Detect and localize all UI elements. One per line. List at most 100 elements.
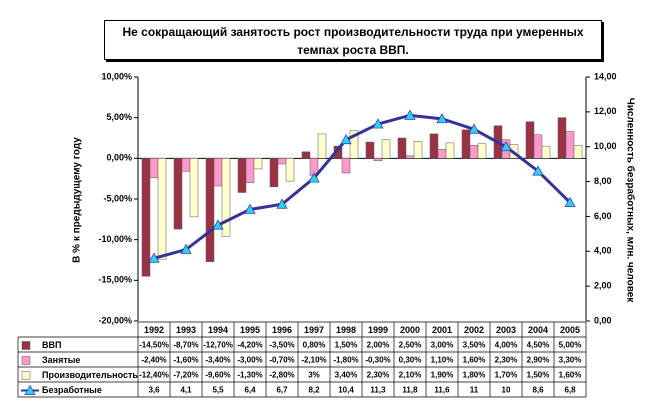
x-tick-label: 1998 [336,325,356,335]
table-value: 10,4 [338,386,354,395]
y-tick-label: -15,00% [98,275,132,285]
legend-swatch [21,341,31,350]
table-value: 1,10% [431,356,454,365]
table-value: -8,70% [173,341,198,350]
y2-tick-label: 0,00 [594,315,612,325]
marker [404,109,416,120]
bar [149,158,159,179]
legend-label: Занятые [42,355,80,365]
x-tick-label: 1995 [240,325,260,335]
table-value: 10 [502,386,511,395]
table-value: -12,40% [139,371,169,380]
table-value: 5,5 [212,386,224,395]
bar [373,158,383,162]
table-value: -2,40% [141,356,166,365]
line-series [153,113,572,260]
bar [565,131,575,159]
y2-tick-label: 6,00 [594,211,612,221]
bar [405,155,415,159]
bar [541,145,551,159]
x-tick-label: 2004 [528,325,548,335]
table-value: -12,70% [203,341,233,350]
marker [468,123,480,134]
bar [253,158,263,170]
y2-tick-label: 4,00 [594,246,612,256]
bar [277,158,287,165]
bar [141,158,151,277]
y2-tick-label: 14,00 [594,71,617,81]
table-value: 8,2 [308,386,320,395]
table-value: -1,60% [173,356,198,365]
bar [245,158,255,183]
x-tick-label: 1997 [304,325,324,335]
table-value: 2,00% [367,341,390,350]
table-value: 3,6 [148,386,160,395]
y2-tick-label: 10,00 [594,141,617,151]
bar [445,142,455,159]
y-axis-title: В % к предыдущему году [72,137,83,263]
marker [564,196,576,207]
table-value: 1,70% [495,371,518,380]
x-tick-label: 2005 [560,325,580,335]
bar [365,141,375,159]
bar [469,145,479,159]
table-value: -4,20% [237,341,262,350]
table-value: 6,4 [244,386,256,395]
table-value: 1,60% [559,371,582,380]
table-value: -3,00% [237,356,262,365]
bar [533,134,543,159]
y-tick-label: 10,00% [101,71,132,81]
bar [437,149,447,159]
table-value: 8,6 [532,386,544,395]
table-value: 2,10% [399,371,422,380]
table-value: 3,00% [431,341,454,350]
table-value: 3% [308,371,320,380]
marker [372,118,384,129]
y2-tick-label: 8,00 [594,176,612,186]
bar [173,158,183,230]
y2-tick-label: 2,00 [594,281,612,291]
legend-label: ВВП [42,340,61,350]
bar [317,133,327,159]
marker [340,134,352,145]
x-tick-label: 2003 [496,325,516,335]
y-tick-label: 0,00% [106,153,132,163]
marker [212,219,224,230]
bar [157,158,167,260]
table-value: 11,8 [402,386,418,395]
table-value: 11,6 [434,386,450,395]
table-value: -2,10% [301,356,326,365]
table-value: 3,40% [335,371,358,380]
table-value: -3,40% [205,356,230,365]
marker [148,252,160,263]
table-value: -9,60% [205,371,230,380]
x-tick-label: 1993 [176,325,196,335]
bar [341,158,351,174]
marker [436,113,448,124]
bar [205,158,215,262]
table-value: 11,3 [370,386,386,395]
legend-label: Безработные [42,385,102,395]
table-value: 0,80% [303,341,326,350]
table-value: 4,50% [527,341,550,350]
bar [221,158,231,237]
bar [349,130,359,159]
legend-swatch [21,371,31,380]
x-tick-label: 1996 [272,325,292,335]
table-value: 11 [470,386,479,395]
table-value: 1,60% [463,356,486,365]
table-value: -0,70% [269,356,294,365]
table-value: -14,50% [139,341,169,350]
table-value: 2,30% [495,356,518,365]
table-value: -1,30% [237,371,262,380]
y-tick-label: 5,00% [106,112,132,122]
bar [429,133,439,159]
table-value: 2,30% [367,371,390,380]
table-value: -3,50% [269,341,294,350]
table-value: 1,90% [431,371,454,380]
chart-title: Не сокращающий занятость рост производит… [104,20,602,60]
y-tick-label: -5,00% [103,193,132,203]
bar [269,158,279,188]
table-value: 5,00% [559,341,582,350]
